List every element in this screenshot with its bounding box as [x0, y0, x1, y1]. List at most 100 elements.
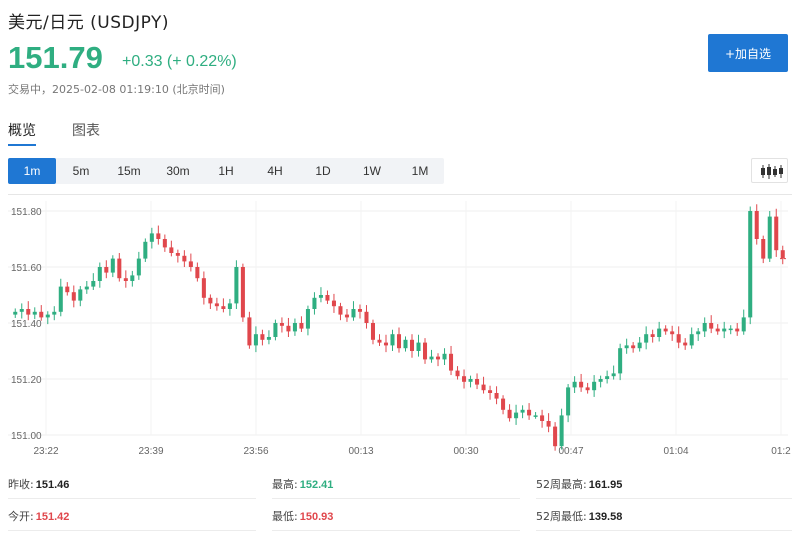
candle-body: [481, 384, 486, 391]
period-1d[interactable]: 1D: [315, 164, 331, 178]
stat-52w-high: 52周最高: 161.95: [536, 476, 622, 492]
period-5m[interactable]: 5m: [72, 164, 90, 178]
candle-body: [286, 325, 291, 332]
candle-body: [175, 253, 180, 256]
candle-body: [689, 334, 694, 346]
candle-body: [344, 314, 349, 318]
candle-body: [247, 317, 252, 346]
candle-body: [605, 376, 610, 379]
candle-body: [546, 421, 551, 427]
stat-label: 最高:: [272, 478, 298, 491]
candle-body: [527, 409, 532, 416]
candle-body: [208, 297, 213, 304]
candle-body: [748, 211, 753, 318]
period-4h[interactable]: 4H: [267, 164, 283, 178]
candle-body: [91, 281, 96, 287]
stat-value: 151.46: [35, 479, 70, 491]
candle-body: [572, 381, 577, 388]
candle-body: [117, 258, 122, 279]
candle-body: [683, 342, 688, 346]
candle-body: [728, 328, 733, 331]
candle-body: [390, 334, 395, 346]
period-1h[interactable]: 1H: [218, 164, 234, 178]
candle-body: [214, 303, 219, 307]
trading-status: 交易中，2025-02-08 01:19:10 (北京时间): [8, 83, 225, 96]
candle-body: [279, 323, 284, 326]
candle-body: [58, 286, 63, 312]
tab-chart[interactable]: 图表: [72, 123, 100, 139]
candle-body: [370, 323, 375, 340]
chart-type-button[interactable]: [751, 158, 788, 183]
candle-body: [149, 233, 154, 242]
stat-value: 139.58: [588, 511, 623, 523]
x-tick-label: 23:39: [138, 446, 163, 457]
candle-body: [780, 250, 785, 259]
candle-body: [442, 353, 447, 360]
y-tick-label: 151.00: [11, 431, 42, 442]
stat-label: 52周最低:: [536, 510, 587, 523]
chart-svg: 151.80 151.60 151.40 151.20 151.00 23:22 23:39…: [8, 201, 791, 457]
period-30m[interactable]: 30m: [166, 164, 190, 178]
candle-body: [631, 345, 636, 349]
candle-body: [357, 309, 362, 312]
candle-body: [325, 295, 330, 301]
candle-body: [331, 300, 336, 307]
candle-body: [624, 345, 629, 349]
candle-body: [735, 328, 740, 332]
candle-body: [611, 373, 616, 377]
candle-body: [501, 398, 506, 410]
period-15m[interactable]: 15m: [117, 164, 141, 178]
stat-value: 161.95: [588, 479, 623, 491]
candle-body: [71, 292, 76, 301]
tab-overview[interactable]: 概览: [8, 123, 36, 139]
add-to-watchlist-button[interactable]: +加自选: [708, 34, 788, 72]
candle-body: [429, 356, 434, 360]
candle-body: [182, 255, 187, 262]
candle-body: [455, 370, 460, 377]
candle-body: [553, 426, 558, 447]
stat-label: 最低:: [272, 510, 298, 523]
x-tick-label: 00:13: [348, 446, 373, 457]
candle-body: [462, 376, 467, 382]
candle-body: [650, 334, 655, 337]
period-1w[interactable]: 1W: [363, 164, 381, 178]
price-chart[interactable]: 151.80 151.60 151.40 151.20 151.00 23:22 23:39…: [8, 194, 792, 457]
candle-body: [227, 303, 232, 309]
y-tick-label: 151.40: [11, 319, 42, 330]
stat-high: 最高: 152.41: [272, 476, 333, 492]
candle-body: [312, 297, 317, 309]
candle-body: [754, 211, 759, 239]
candle-body: [715, 328, 720, 332]
candle-body: [305, 309, 310, 329]
period-1mo[interactable]: 1M: [411, 164, 429, 178]
candle-body: [130, 275, 135, 281]
candle-body: [156, 233, 161, 239]
candle-body: [169, 247, 174, 253]
candle-body: [514, 412, 519, 419]
candle-body: [702, 323, 707, 332]
y-tick-label: 151.60: [11, 263, 42, 274]
candle-body: [136, 258, 141, 276]
stat-label: 今开:: [8, 510, 34, 523]
candle-body: [507, 409, 512, 419]
x-tick-label: 00:47: [558, 446, 583, 457]
x-tick-label: 23:56: [243, 446, 268, 457]
candle-body: [266, 337, 271, 340]
candle-body: [540, 415, 545, 421]
candle-body: [351, 309, 356, 318]
candle-body: [436, 356, 441, 360]
candle-body: [13, 311, 18, 315]
candle-body: [696, 331, 701, 335]
candle-body: [97, 267, 102, 281]
candle-body: [84, 286, 89, 290]
period-1m[interactable]: 1m: [8, 158, 56, 184]
candlestick-icon: [761, 164, 783, 179]
candle-body: [423, 342, 428, 360]
candle-body: [52, 311, 57, 315]
candle-body: [364, 311, 369, 323]
candle-body: [709, 323, 714, 329]
x-tick-label: 01:04: [663, 446, 688, 457]
stat-value: 152.41: [299, 479, 334, 491]
stat-low: 最低: 150.93: [272, 508, 333, 524]
candle-body: [722, 328, 727, 332]
